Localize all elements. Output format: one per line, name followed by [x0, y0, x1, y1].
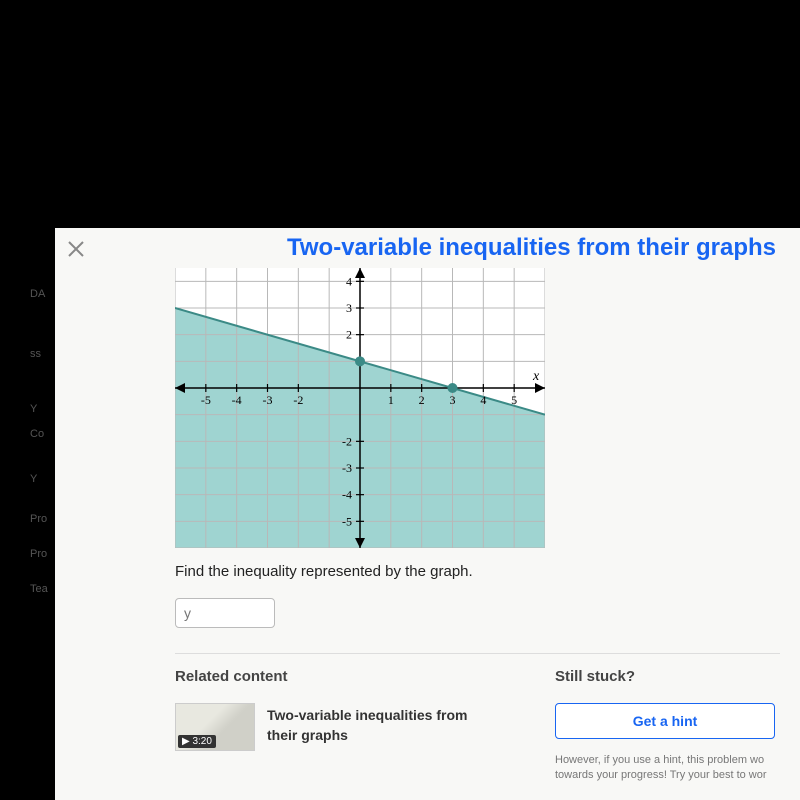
main-panel: Two-variable inequalities from their gra…	[55, 228, 800, 800]
related-content-heading: Related content	[175, 668, 288, 685]
svg-text:-4: -4	[232, 393, 242, 407]
page-title: Two-variable inequalities from their gra…	[287, 234, 790, 262]
svg-text:3: 3	[346, 301, 352, 315]
section-divider	[175, 653, 780, 654]
svg-text:-5: -5	[342, 514, 352, 528]
hint-disclaimer: However, if you use a hint, this problem…	[555, 753, 795, 784]
side-item: DA	[30, 288, 45, 300]
svg-text:-5: -5	[201, 393, 211, 407]
side-item: ss	[30, 348, 41, 360]
side-item: Y	[30, 403, 37, 415]
related-video-title[interactable]: Two-variable inequalities from their gra…	[267, 706, 497, 745]
inequality-chart: -5 -4 -3 -2 1 2 3 4 5 2 3 4 -2 -3 -4 -5 x	[175, 268, 545, 548]
svg-text:x: x	[532, 369, 540, 384]
svg-text:2: 2	[346, 328, 352, 342]
side-item: Pro	[30, 548, 47, 560]
still-stuck-heading: Still stuck?	[555, 668, 635, 685]
video-time-text: 3:20	[192, 736, 211, 747]
svg-text:1: 1	[388, 393, 394, 407]
video-duration: ▶ 3:20	[178, 735, 216, 748]
svg-text:-2: -2	[342, 434, 352, 448]
svg-text:5: 5	[511, 393, 517, 407]
svg-text:-3: -3	[263, 393, 273, 407]
question-prompt: Find the inequality represented by the g…	[175, 563, 473, 580]
svg-text:2: 2	[419, 393, 425, 407]
svg-text:-2: -2	[293, 393, 303, 407]
close-icon	[67, 240, 85, 258]
side-item: Tea	[30, 583, 48, 595]
side-item: Co	[30, 428, 44, 440]
related-video-thumbnail[interactable]: ▶ 3:20	[175, 703, 255, 751]
svg-text:-4: -4	[342, 488, 352, 502]
side-item: Pro	[30, 513, 47, 525]
svg-text:4: 4	[480, 393, 486, 407]
svg-text:4: 4	[346, 274, 352, 288]
get-hint-button[interactable]: Get a hint	[555, 703, 775, 739]
sidebar-shadow: DA ss Y Co Y Pro Pro Tea	[0, 228, 55, 800]
answer-input[interactable]	[175, 598, 275, 628]
close-button[interactable]	[67, 238, 85, 264]
svg-text:-3: -3	[342, 461, 352, 475]
side-item: Y	[30, 473, 37, 485]
svg-text:3: 3	[450, 393, 456, 407]
